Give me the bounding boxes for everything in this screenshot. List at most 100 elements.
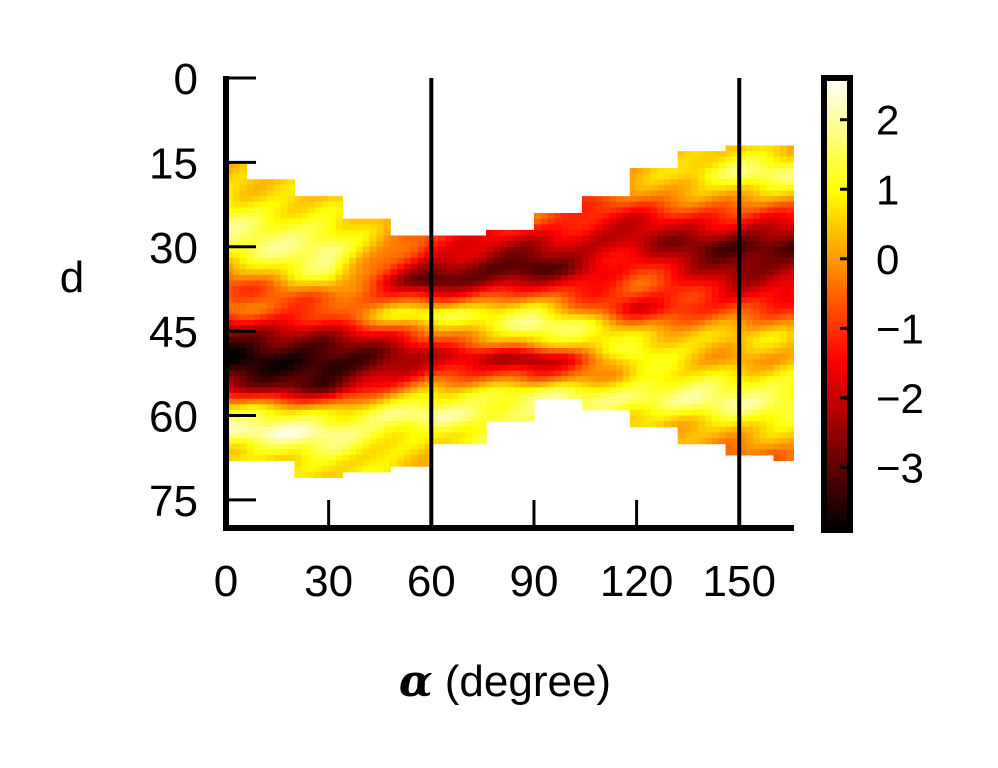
heatmap-cell (595, 387, 603, 394)
heatmap-cell (314, 460, 323, 467)
heatmap-cell (314, 398, 323, 405)
heatmap-cell (342, 246, 350, 253)
heatmap-cell (663, 303, 672, 310)
heatmap-cell (657, 325, 665, 332)
heatmap-cell (342, 381, 350, 388)
heatmap-cell (465, 241, 473, 248)
heatmap-cell (643, 280, 651, 287)
heatmap-cell (410, 359, 419, 366)
heatmap-cell (650, 348, 658, 355)
heatmap-cell (287, 364, 296, 372)
heatmap-cell (273, 297, 282, 304)
heatmap-cell (752, 218, 761, 225)
heatmap-cell (725, 297, 734, 304)
heatmap-cell (629, 387, 638, 394)
heatmap-cell (705, 224, 713, 231)
heatmap-cell (581, 252, 590, 259)
heatmap-cell (581, 303, 590, 310)
heatmap-cell (465, 325, 473, 332)
heatmap-cell (431, 393, 439, 400)
heatmap-cell (390, 325, 398, 332)
heatmap-cell (246, 370, 254, 377)
heatmap-cell (595, 381, 603, 388)
heatmap-cell (527, 393, 535, 400)
heatmap-cell (554, 269, 562, 276)
heatmap-cell (390, 286, 398, 293)
heatmap-cell (554, 314, 562, 321)
heatmap-cell (677, 387, 686, 394)
heatmap-cell (308, 314, 316, 321)
heatmap-cell (260, 269, 268, 276)
heatmap-cell (622, 393, 631, 400)
heatmap-cell (739, 151, 747, 158)
heatmap-cell (568, 218, 576, 225)
heatmap-cell (746, 213, 754, 220)
heatmap-cell (547, 387, 556, 394)
heatmap-cell (705, 263, 713, 270)
heatmap-cell (650, 381, 658, 388)
heatmap-cell (444, 314, 453, 321)
heatmap-cell (602, 196, 610, 203)
heatmap-cell (739, 162, 747, 169)
heatmap-cell (369, 387, 378, 394)
heatmap-cell (561, 252, 569, 259)
heatmap-cell (287, 348, 296, 355)
heatmap-cell (575, 381, 583, 388)
heatmap-cell (294, 291, 302, 298)
heatmap-cell (513, 291, 521, 298)
heatmap-cell (314, 381, 323, 388)
heatmap-cell (321, 235, 330, 242)
heatmap-cell (472, 274, 480, 282)
heatmap-cell (766, 381, 775, 388)
heatmap-cell (636, 393, 645, 400)
heatmap-cell (335, 274, 343, 282)
heatmap-cell (588, 258, 597, 265)
heatmap-cell (677, 162, 686, 169)
heatmap-cell (520, 235, 528, 242)
heatmap-cell (486, 269, 494, 276)
heatmap-cell (287, 274, 296, 282)
heatmap-cell (376, 466, 384, 473)
heatmap-cell (253, 398, 261, 405)
heatmap-cell (650, 263, 658, 270)
heatmap-cell (349, 432, 357, 439)
heatmap-cell (787, 359, 794, 366)
heatmap-cell (260, 190, 268, 197)
heatmap-cell (356, 359, 364, 366)
heatmap-cell (711, 162, 720, 169)
heatmap-cell (746, 438, 754, 445)
heatmap-cell (616, 286, 624, 293)
heatmap-cell (383, 381, 391, 388)
heatmap-cell (657, 229, 665, 237)
heatmap-cell (458, 297, 467, 304)
heatmap-cell (287, 449, 296, 456)
heatmap-cell (739, 421, 747, 428)
heatmap-cell (773, 303, 781, 310)
heatmap-cell (328, 229, 337, 237)
heatmap-cell (314, 432, 323, 439)
heatmap-cell (705, 303, 713, 310)
heatmap-cell (677, 151, 686, 158)
heatmap-cell (636, 370, 645, 377)
heatmap-cell (260, 184, 268, 192)
heatmap-cell (328, 241, 337, 248)
heatmap-cell (506, 398, 515, 405)
heatmap-cell (643, 229, 651, 237)
heatmap-cell (691, 168, 699, 175)
heatmap-cell (232, 190, 241, 197)
heatmap-cell (492, 376, 501, 383)
x-tick-label: 0 (214, 557, 238, 606)
heatmap-cell (410, 331, 419, 338)
heatmap-cell (622, 291, 631, 298)
heatmap-cell (369, 319, 378, 327)
heatmap-cell (766, 156, 775, 163)
heatmap-cell (451, 319, 460, 327)
heatmap-cell (465, 263, 473, 270)
heatmap-cell (308, 466, 316, 473)
heatmap-cell (670, 314, 679, 321)
heatmap-cell (383, 460, 391, 467)
heatmap-cell (410, 432, 419, 439)
heatmap-cell (595, 269, 603, 276)
heatmap-cell (397, 336, 405, 343)
heatmap-cell (684, 196, 692, 203)
